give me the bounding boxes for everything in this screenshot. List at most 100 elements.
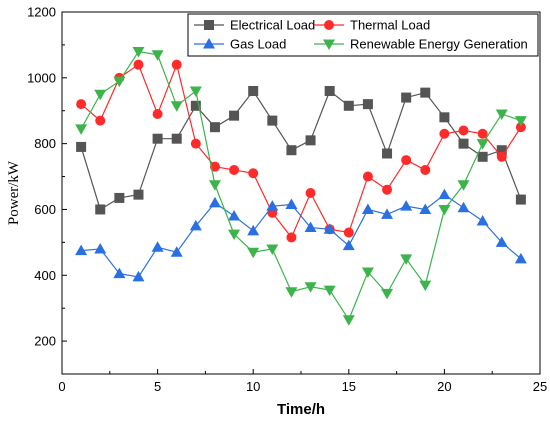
data-point [132,270,145,282]
data-point [514,116,527,127]
data-point [361,203,374,214]
data-point [343,100,354,111]
series-line-gas-load [81,193,522,278]
data-point [439,128,450,139]
axes: 0 5 10 15 20 25 200 400 600 800 1000 1200 [27,5,547,395]
data-point [170,101,183,112]
data-point [229,164,240,175]
data-point [114,192,125,203]
data-point [132,46,145,58]
data-point [439,112,450,123]
data-point [323,285,336,297]
data-point [152,133,163,144]
data-point [267,115,278,126]
data-point [285,287,298,298]
series-line-electrical-load [80,89,522,211]
legend-item-thermal-load: Thermal Load [314,18,430,33]
data-point [438,204,451,216]
data-point [248,168,259,179]
data-point [304,221,317,233]
data-point [457,180,470,191]
data-point [400,254,413,265]
data-point [190,138,201,149]
data-point [515,122,526,133]
data-point [304,282,317,293]
data-point [229,110,240,121]
y-tick-label-1200: 1200 [27,5,56,20]
data-point [496,151,507,162]
data-point [151,50,164,61]
plot-area [75,46,527,326]
legend-label-renewable-energy-generation: Renewable Energy Generation [350,37,528,52]
data-point [133,59,144,70]
data-point [170,246,183,257]
data-point [266,200,279,211]
x-tick-label-15: 15 [342,379,356,394]
data-point [514,252,527,264]
data-point [75,124,88,135]
data-point [189,86,202,97]
data-point [495,236,508,247]
data-point [496,145,507,156]
data-point [286,232,297,243]
y-tick-label-200: 200 [34,334,56,349]
legend-item-renewable-energy-generation: Renewable Energy Generation [314,37,528,52]
data-point [247,247,260,259]
series-gas-load [75,188,527,282]
x-tick-label-0: 0 [58,379,65,394]
series-line-renewable-energy-generation [80,50,522,322]
x-axis-label: Time/h [277,401,325,418]
data-point [305,188,316,198]
data-point [477,151,488,162]
data-point [113,267,126,279]
data-point [476,214,489,226]
data-point [381,288,394,300]
data-point [228,210,241,221]
data-point [76,141,87,152]
legend-label-electrical-load: Electrical Load [230,18,315,33]
data-point [495,109,508,121]
data-point [171,133,182,144]
series-electrical-load [76,85,526,215]
series-line-thermal-load [80,62,522,239]
legend-label-gas-load: Gas Load [230,37,286,52]
data-point [382,148,393,159]
data-point [362,171,373,182]
data-point [247,224,260,236]
legend-item-electrical-load: Electrical Load [194,18,315,33]
data-point [342,315,355,326]
data-point [152,109,163,120]
data-point [438,188,451,200]
data-point [401,155,412,166]
y-tick-label-1000: 1000 [27,70,56,85]
legend-box [187,13,539,57]
data-point [190,100,201,111]
legend-marker [324,20,334,30]
data-point [381,208,394,219]
legend-label-thermal-load: Thermal Load [350,18,430,33]
data-point [400,200,413,211]
data-point [419,203,432,214]
data-point [76,99,87,110]
data-point [228,229,241,241]
legend: Electrical Load Thermal Load Gas Load Renew… [187,13,539,57]
legend-marker [323,39,335,50]
data-point [75,244,88,256]
data-point [476,139,489,150]
data-point [342,239,355,251]
x-tick-label-25: 25 [533,379,547,394]
data-point [94,89,107,101]
data-point [419,280,432,292]
data-point [477,128,488,139]
data-point [382,184,393,195]
legend-marker [204,20,214,30]
data-point [171,59,182,70]
data-point [189,219,202,231]
data-point [95,204,106,215]
data-point [323,223,336,234]
data-point [457,201,470,213]
data-point [95,115,106,126]
data-point [343,227,354,238]
data-point [515,194,526,205]
data-point [208,180,221,191]
